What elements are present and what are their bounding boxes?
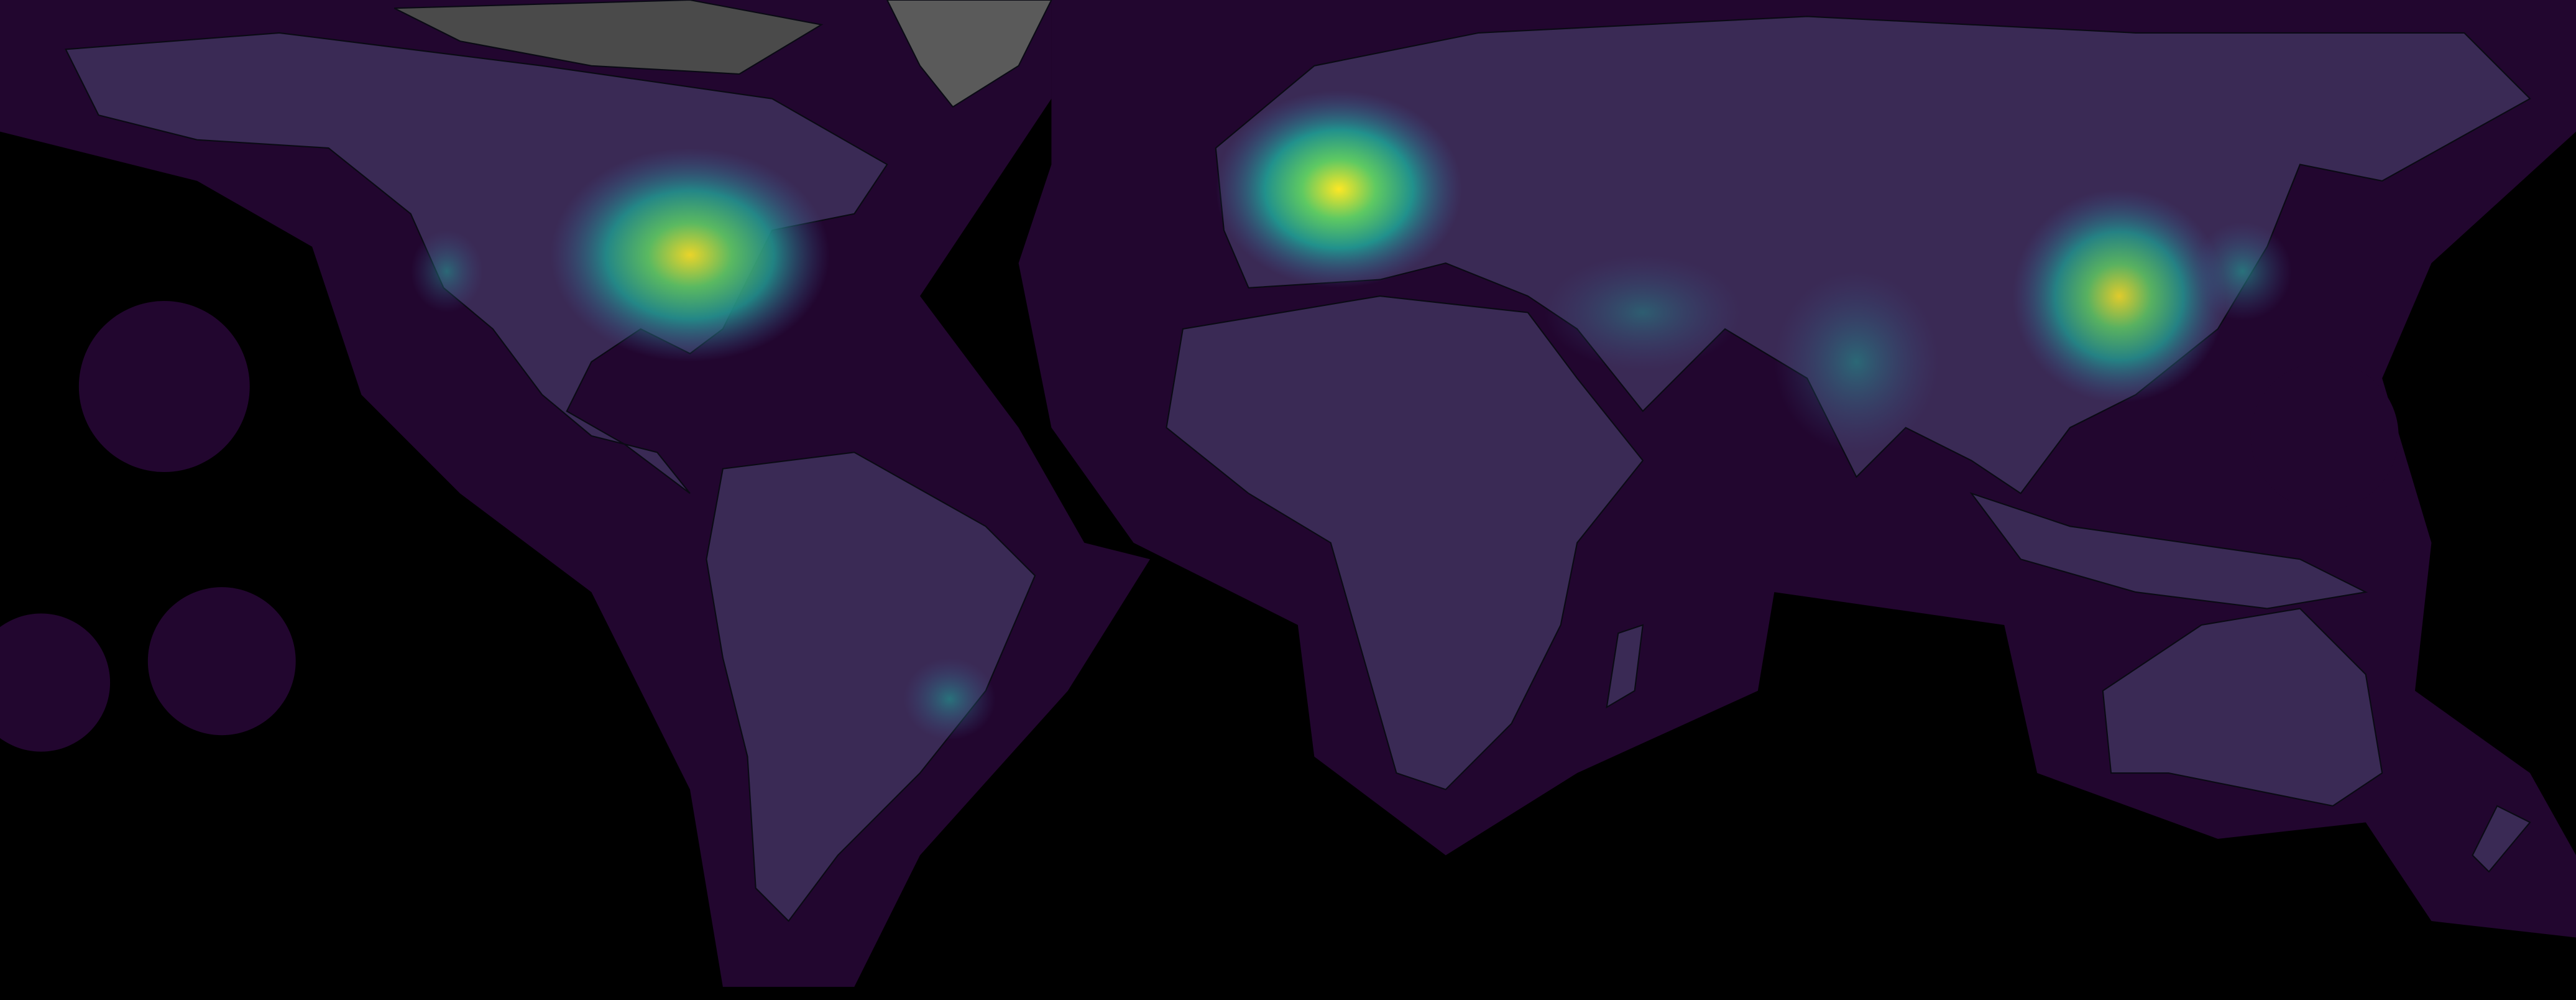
- hotspot-western-europe: [1215, 90, 1463, 288]
- hotspot-eastern-us: [550, 148, 830, 362]
- southeast-asia-islands: [1969, 492, 2368, 609]
- hotspot-middle-east: [1544, 254, 1742, 371]
- south-america: [706, 451, 1036, 922]
- density-overlay: [410, 90, 2292, 741]
- australia: [2102, 608, 2383, 807]
- madagascar: [1606, 624, 1644, 709]
- hotspot-japan: [2193, 222, 2292, 321]
- hotspot-eastern-china: [2012, 189, 2227, 403]
- new-zealand: [2472, 805, 2531, 873]
- hotspot-india: [1774, 271, 1939, 453]
- hotspot-southeast-brazil: [903, 657, 996, 741]
- eurasia: [1215, 16, 2531, 494]
- greenland: [886, 0, 1052, 108]
- hotspot-western-us: [410, 230, 483, 313]
- africa: [1166, 295, 1644, 790]
- arctic-islands: [393, 0, 824, 75]
